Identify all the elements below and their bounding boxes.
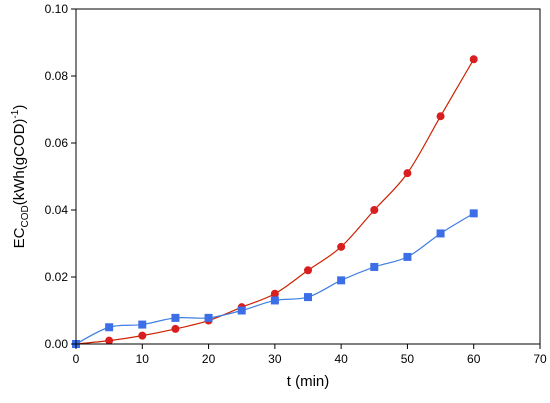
series-1-point [403, 169, 412, 178]
plot-frame [75, 8, 541, 345]
y-axis-title: ECCOD(kWh(gCOD)-1) [10, 105, 31, 249]
series-2-point [204, 313, 213, 322]
series-2-point [337, 276, 346, 285]
series-1-point [171, 324, 180, 333]
series-2-point [105, 323, 114, 332]
series-2-line [75, 212, 475, 345]
x-axis-title: t (min) [287, 373, 330, 390]
series-2-point [237, 306, 246, 315]
series-1-point [270, 289, 279, 298]
y-tick-label: 0.00 [45, 337, 69, 351]
series-2-point [403, 252, 412, 261]
x-tick-label: 20 [202, 352, 216, 366]
series-2-point [171, 313, 180, 322]
series-1-point [304, 266, 312, 275]
series-1-point [138, 331, 147, 340]
series-2-point [469, 209, 478, 218]
y-axis: 0.00 0.02 0.04 0.06 0.08 0.10 [45, 2, 76, 351]
y-tick-label: 0.02 [45, 270, 69, 284]
x-tick-label: 10 [136, 352, 150, 366]
y-tick-label: 0.08 [45, 69, 69, 83]
x-tick-label: 70 [533, 352, 547, 366]
x-tick-label: 30 [268, 352, 282, 366]
series-2-point [304, 293, 312, 302]
y-tick-label: 0.06 [45, 136, 69, 150]
series-2-point [436, 229, 445, 238]
x-tick-label: 40 [334, 352, 348, 366]
series-1-point [370, 206, 379, 214]
series-1-point [436, 112, 445, 121]
series-1-point [105, 336, 114, 345]
series-layer [72, 55, 478, 348]
y-tick-label: 0.10 [45, 2, 69, 16]
series-2-point [370, 262, 379, 271]
series-1-point [337, 242, 346, 251]
series-2-point [138, 320, 147, 329]
series-2-point [270, 296, 279, 305]
y-tick-label: 0.04 [45, 203, 69, 217]
x-tick-label: 0 [73, 352, 80, 366]
x-tick-label: 60 [467, 352, 481, 366]
series-1-point [469, 55, 478, 64]
x-axis: 0 10 20 30 40 50 60 70 [73, 344, 547, 366]
x-tick-label: 50 [401, 352, 415, 366]
